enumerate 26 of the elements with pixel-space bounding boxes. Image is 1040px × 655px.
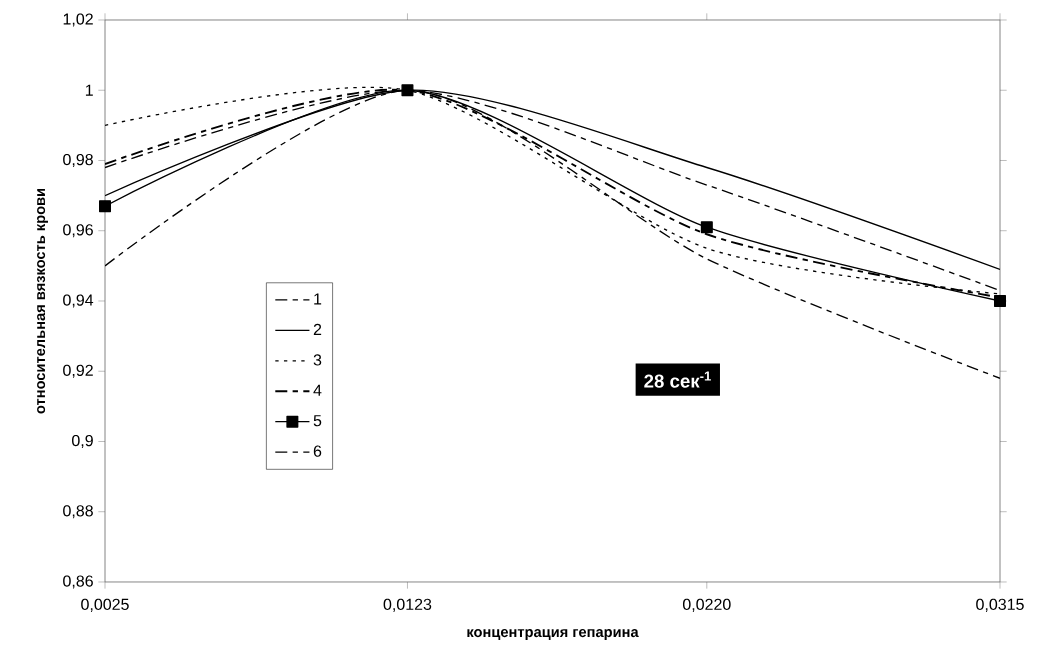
legend-label: 6	[313, 445, 322, 457]
y-tick-label: 0,86	[63, 575, 93, 589]
point	[700, 221, 713, 234]
y-tick-label: 0,9	[72, 434, 93, 449]
y-axis-title: относительная вязкость крови	[37, 188, 48, 414]
legend-label: 1	[314, 293, 322, 305]
y-tick-label: 0,88	[63, 505, 93, 519]
annotation: 28 сек$^{-1}$	[644, 371, 711, 388]
legend-label: 4	[313, 384, 322, 396]
x-tick-label: 0,0220	[682, 598, 731, 612]
y-tick-label: 0,94	[63, 294, 94, 308]
x-tick-label: 0,0025	[81, 598, 129, 612]
y-tick-label: 1	[85, 84, 93, 96]
legend-label: 2	[313, 323, 322, 335]
y-tick-label: 0,92	[63, 364, 93, 378]
point	[401, 84, 414, 97]
y-tick-label: 1,02	[63, 13, 93, 27]
legend-label: 5	[313, 415, 322, 427]
y-tick-label: 0,96	[63, 224, 93, 238]
legend-label: 3	[313, 354, 322, 366]
x-axis-title: концентрация гепарина	[467, 629, 639, 641]
x-tick-label: 0,0123	[383, 598, 432, 612]
x-tick-label: 0,0315	[976, 598, 1024, 612]
y-tick-label: 0,98	[63, 153, 93, 168]
point	[993, 294, 1006, 307]
point	[99, 200, 112, 213]
